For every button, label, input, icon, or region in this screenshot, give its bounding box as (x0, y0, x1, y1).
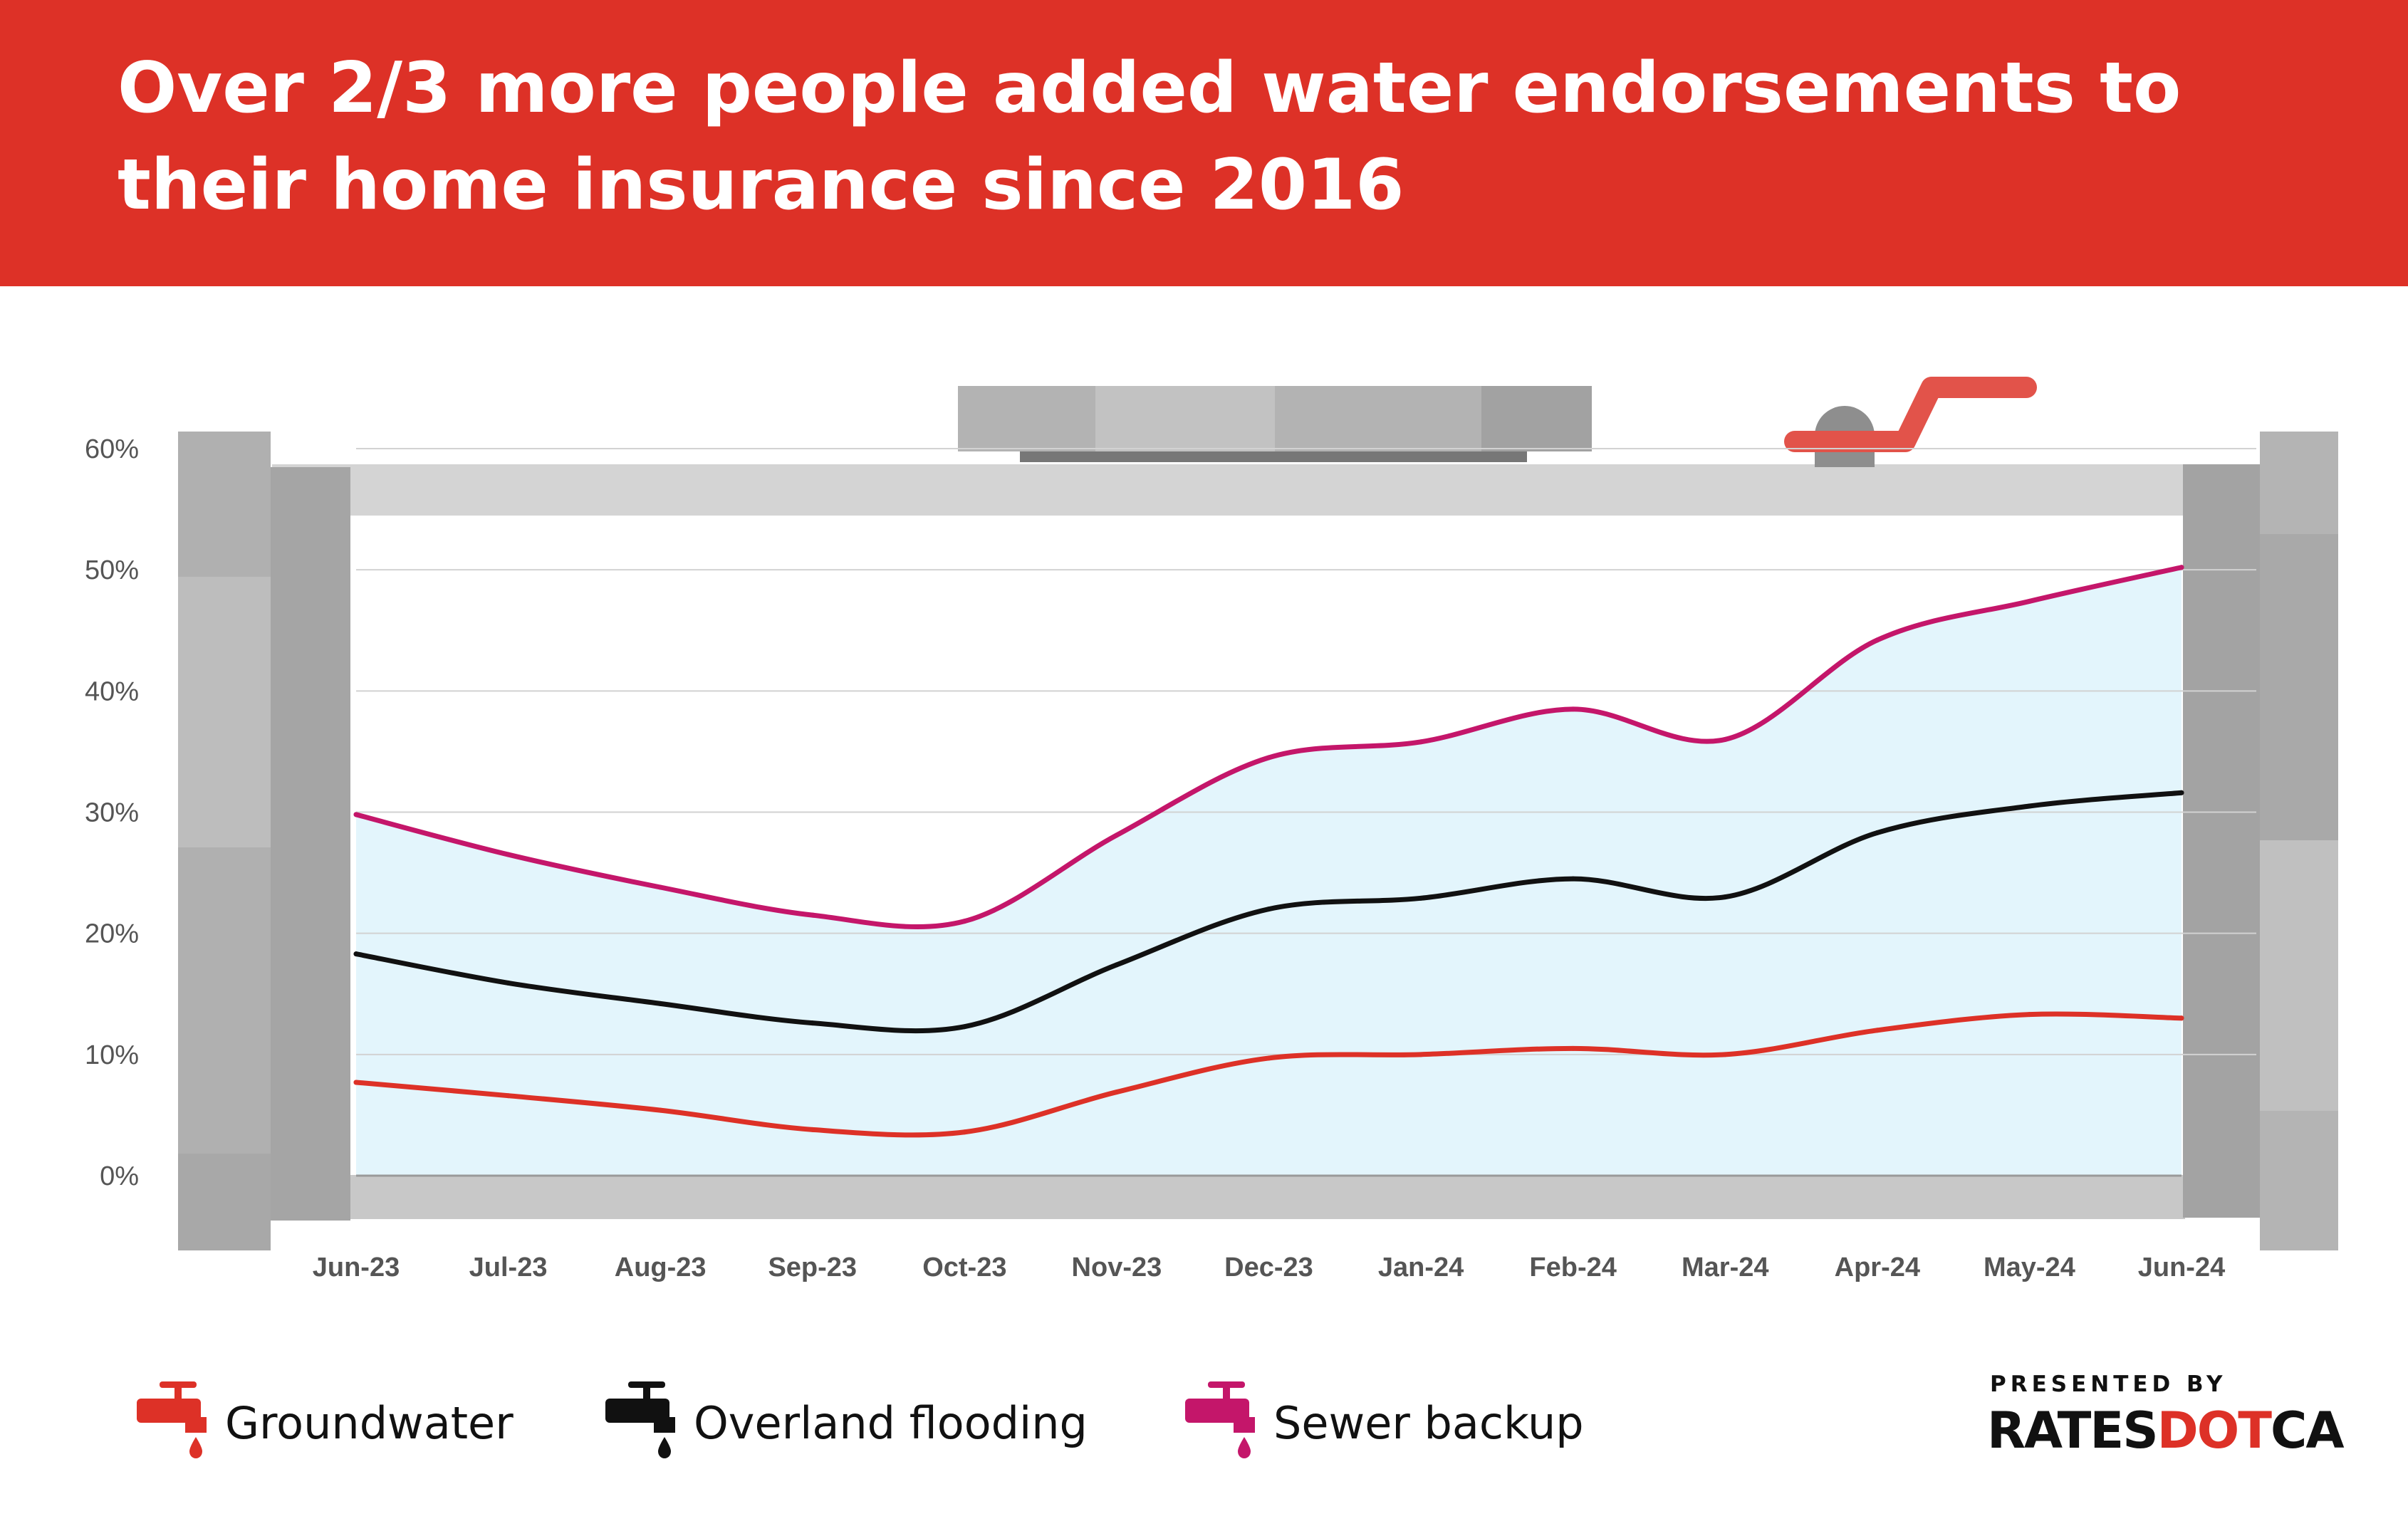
data-point-groundwater (657, 1107, 663, 1113)
legend-item-groundwater: Groundwater (135, 1381, 534, 1467)
x-tick-label: Oct-23 (922, 1253, 1006, 1282)
title-banner: Over 2/3 more people added water endorse… (0, 0, 2408, 286)
x-tick-label: May-24 (1984, 1253, 2075, 1282)
data-point-overland (1875, 830, 1880, 835)
data-point-groundwater (1722, 1052, 1728, 1057)
data-point-sewer (1266, 755, 1271, 761)
data-point-overland (1266, 906, 1271, 912)
y-tick-label: 10% (85, 1040, 139, 1070)
data-point-groundwater (2026, 1012, 2032, 1018)
area-fill (356, 567, 2182, 1176)
data-point-overland (353, 951, 359, 957)
x-tick-label: Jan-24 (1378, 1253, 1464, 1282)
data-point-overland (810, 1020, 815, 1026)
legend-label-groundwater: Groundwater (225, 1397, 514, 1449)
legend-item-overland-flooding: Overland flooding (604, 1381, 1103, 1467)
y-tick-label: 50% (85, 555, 139, 585)
data-point-overland (657, 1000, 663, 1006)
brand-part-ca: CA (2271, 1401, 2345, 1460)
brand-part-dot: DOT (2157, 1401, 2272, 1460)
x-tick-label: Jun-23 (313, 1253, 400, 1282)
presented-by-label: PRESENTED BY (1990, 1371, 2227, 1397)
pipe-decoration (178, 377, 2338, 1250)
x-tick-label: Nov-23 (1072, 1253, 1162, 1282)
legend-label-overland-flooding: Overland flooding (694, 1397, 1088, 1449)
data-point-sewer (657, 884, 663, 890)
data-point-overland (2179, 790, 2184, 795)
data-point-groundwater (810, 1127, 815, 1132)
y-tick-label: 40% (85, 676, 139, 706)
data-point-groundwater (961, 1129, 967, 1135)
faucet-icon (1185, 1381, 1255, 1458)
y-tick-label: 30% (85, 798, 139, 828)
y-tick-label: 20% (85, 919, 139, 949)
data-point-overland (2026, 803, 2032, 809)
data-point-overland (1570, 876, 1576, 882)
data-point-groundwater (1266, 1055, 1271, 1061)
data-point-groundwater (506, 1093, 511, 1099)
plot-area: 0% 10% 20% 30% 40% 50% 60% Jun-23 Jul-23 Aug-23 Se… (85, 434, 2256, 1282)
data-point-groundwater (353, 1080, 359, 1085)
x-tick-label: Apr-24 (1835, 1253, 1920, 1282)
data-point-sewer (1114, 832, 1120, 838)
x-tick-label: Sep-23 (768, 1253, 857, 1282)
brand-part-rates: RATES (1987, 1401, 2159, 1460)
data-point-sewer (1570, 706, 1576, 712)
x-tick-label: Dec-23 (1224, 1253, 1313, 1282)
legend-item-sewer-backup: Sewer backup (1184, 1381, 1625, 1467)
data-point-sewer (961, 919, 967, 924)
data-point-sewer (1722, 736, 1728, 742)
x-tick-label: Jul-23 (469, 1253, 548, 1282)
data-point-sewer (2026, 598, 2032, 604)
x-tick-label: Aug-23 (615, 1253, 707, 1282)
data-point-sewer (1875, 637, 1880, 643)
x-tick-label: Jun-24 (2138, 1253, 2225, 1282)
legend-label-sewer-backup: Sewer backup (1273, 1397, 1584, 1449)
data-point-sewer (810, 912, 815, 918)
y-tick-label: 60% (85, 434, 139, 464)
chart-title: Over 2/3 more people added water endorse… (118, 48, 2182, 226)
data-point-sewer (2179, 565, 2184, 570)
data-point-groundwater (2179, 1015, 2184, 1021)
data-point-groundwater (1570, 1045, 1576, 1051)
data-point-overland (1114, 962, 1120, 968)
data-point-groundwater (1114, 1090, 1120, 1095)
data-point-groundwater (1875, 1028, 1880, 1033)
data-point-groundwater (1418, 1052, 1424, 1057)
faucet-icon (137, 1381, 207, 1458)
x-tick-label: Mar-24 (1682, 1253, 1769, 1282)
brand-logo: RATESDOTCA (1987, 1401, 2345, 1460)
data-point-sewer (353, 812, 359, 817)
data-point-overland (961, 1024, 967, 1030)
data-point-overland (506, 980, 511, 986)
chart: 0% 10% 20% 30% 40% 50% 60% Jun-23 Jul-23 Aug-23 Se… (85, 377, 2338, 1282)
data-point-sewer (506, 852, 511, 857)
data-point-overland (1418, 895, 1424, 901)
data-point-sewer (1418, 739, 1424, 745)
x-tick-label: Feb-24 (1529, 1253, 1616, 1282)
faucet-icon (605, 1381, 675, 1458)
y-tick-label: 0% (100, 1161, 139, 1191)
data-point-overland (1722, 894, 1728, 900)
